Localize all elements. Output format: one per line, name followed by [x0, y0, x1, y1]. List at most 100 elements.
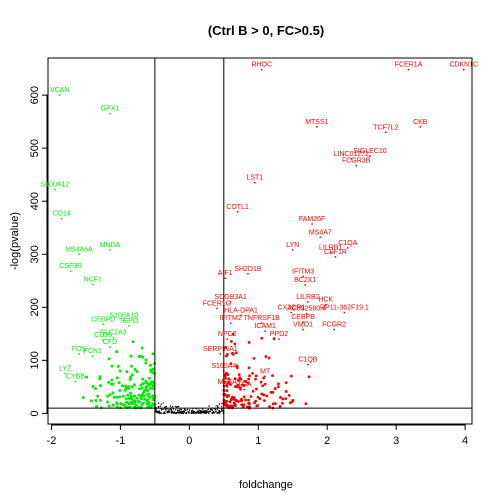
up-point: [229, 383, 232, 386]
background-point: [208, 410, 210, 413]
background-point: [210, 408, 212, 411]
up-point: [231, 332, 235, 336]
down-point: [143, 397, 147, 401]
down-point: [109, 249, 111, 251]
up-point: [226, 385, 229, 388]
down-point: [133, 400, 137, 404]
x-tick-label: 2: [324, 435, 330, 447]
down-point: [115, 395, 119, 399]
background-points: [154, 402, 225, 415]
up-point: [262, 376, 266, 380]
up-point: [225, 395, 229, 399]
down-point: [127, 386, 131, 390]
down-point: [69, 270, 72, 273]
x-tick-label: -2: [47, 435, 57, 447]
gene-label-down: TSPO: [119, 318, 139, 325]
up-point: [231, 395, 234, 399]
background-point: [203, 410, 205, 412]
up-point: [230, 340, 233, 343]
up-point: [311, 223, 313, 225]
background-point: [156, 411, 158, 413]
down-point: [118, 369, 122, 373]
y-tick-label: 200: [29, 298, 41, 316]
up-point: [242, 395, 246, 399]
up-point: [307, 301, 309, 303]
gene-label-down: S100A10: [109, 313, 138, 320]
up-point: [233, 377, 237, 381]
gene-label-up: CKB: [413, 119, 428, 126]
down-point: [85, 375, 89, 379]
up-point: [281, 397, 285, 401]
background-point: [163, 411, 166, 413]
up-point: [355, 164, 358, 167]
background-point: [158, 410, 161, 412]
up-point: [239, 377, 243, 381]
up-point: [334, 256, 337, 258]
up-point: [244, 398, 247, 402]
up-point: [279, 395, 282, 399]
background-point: [162, 402, 164, 404]
up-point: [271, 374, 274, 378]
down-point: [124, 386, 128, 390]
up-point: [284, 397, 288, 401]
gene-label-down: FCN1: [84, 348, 102, 355]
background-point: [221, 405, 223, 408]
background-point: [221, 408, 223, 410]
up-point: [216, 307, 218, 310]
background-point: [193, 412, 195, 415]
down-point: [123, 404, 127, 408]
up-point: [234, 398, 238, 402]
up-point: [244, 380, 248, 383]
up-point: [276, 385, 280, 389]
up-point: [246, 381, 250, 385]
background-point: [221, 403, 223, 405]
up-point: [231, 351, 234, 355]
up-point: [236, 210, 239, 213]
up-point: [260, 336, 264, 340]
gene-label-down: CEBPD: [91, 316, 115, 323]
down-point: [148, 387, 152, 391]
gene-label-down: CD36: [94, 332, 112, 339]
up-point: [239, 399, 243, 402]
up-point: [329, 251, 332, 254]
background-point: [199, 411, 202, 413]
y-tick-label: 0: [29, 410, 41, 416]
up-point: [302, 275, 304, 278]
gene-label-up: AIF1: [218, 270, 233, 277]
up-point: [254, 399, 258, 403]
gene-label-up: CEBPB: [291, 314, 315, 321]
down-point: [106, 394, 110, 398]
gene-label-up: FCER1A: [395, 62, 423, 69]
down-point: [146, 393, 150, 397]
gene-label-down: VCAN: [50, 87, 69, 94]
up-point: [237, 373, 241, 377]
up-point: [236, 385, 240, 389]
background-point: [196, 411, 199, 414]
gene-label-up: CX3CR1: [278, 305, 306, 312]
background-point: [207, 411, 209, 413]
background-point: [197, 411, 200, 413]
background-point: [183, 410, 185, 412]
y-tick-label: 600: [29, 86, 41, 104]
down-point: [125, 370, 129, 374]
up-point: [247, 272, 249, 275]
background-point: [211, 409, 213, 412]
gene-label-up: MS4A7: [309, 229, 332, 236]
gene-label-up: COTL1: [226, 204, 249, 211]
up-point: [369, 155, 371, 158]
background-point: [220, 410, 223, 412]
up-point: [350, 157, 353, 160]
background-point: [212, 411, 214, 414]
up-point: [247, 398, 250, 402]
down-point: [91, 355, 94, 358]
up-point: [304, 402, 308, 406]
up-point: [251, 372, 254, 375]
gene-label-down: CYBB: [66, 374, 85, 381]
down-point: [137, 387, 141, 391]
up-point: [462, 68, 465, 71]
up-point: [240, 314, 242, 317]
down-point: [144, 358, 148, 362]
up-point: [229, 362, 233, 365]
gene-label-up: MT: [260, 368, 271, 375]
